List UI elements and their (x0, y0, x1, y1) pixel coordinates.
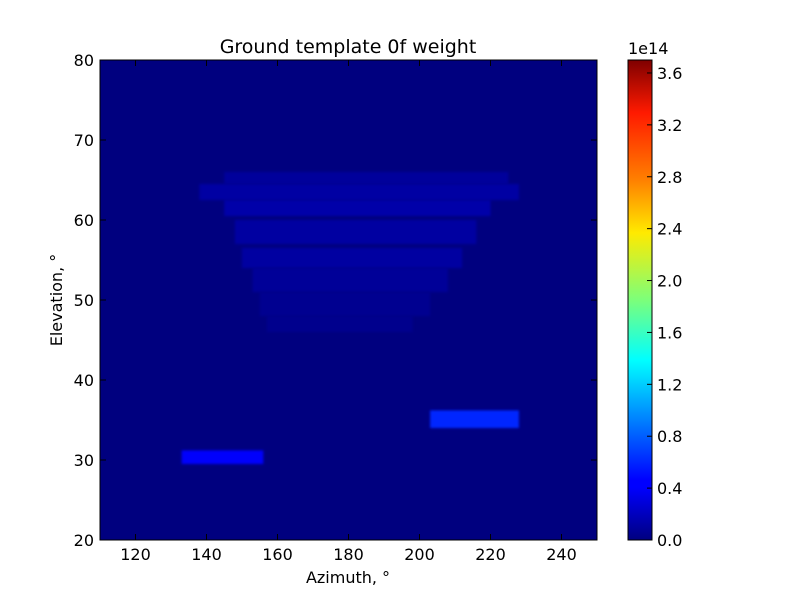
x-tick-label-0: 120 (120, 545, 151, 564)
colorbar-frame (627, 59, 653, 541)
heatmap-region-2 (224, 172, 509, 184)
heatmap-region-4 (224, 200, 491, 216)
y-tick-label-0: 20 (74, 531, 94, 550)
x-tick-label-4: 200 (404, 545, 435, 564)
x-axis-label: Azimuth, ° (306, 568, 390, 587)
x-tick-label-2: 160 (262, 545, 293, 564)
colorbar-tick-label-0: 0.0 (657, 531, 682, 550)
chart-title: Ground template 0f weight (220, 36, 477, 58)
heatmap-region-5 (234, 220, 477, 244)
colorbar-tick-label-6: 2.4 (657, 220, 682, 239)
colorbar-tick-label-8: 3.2 (657, 116, 682, 135)
x-tick-label-5: 220 (475, 545, 506, 564)
colorbar-tick-label-2: 0.8 (657, 427, 682, 446)
heatmap-region-3 (199, 184, 519, 200)
heatmap-region-7 (252, 268, 448, 292)
colorbar-tick-label-7: 2.8 (657, 168, 682, 187)
colorbar-ticks: 0.0 0.4 0.8 1.2 1.6 2.0 2.4 2.8 3.2 3.6 (647, 64, 682, 550)
y-tick-label-5: 70 (74, 131, 94, 150)
colorbar-tick-label-3: 1.2 (657, 375, 682, 394)
y-tick-label-3: 50 (74, 291, 94, 310)
x-tick-label-3: 180 (333, 545, 364, 564)
y-tick-label-4: 60 (74, 211, 94, 230)
heatmap-region-8 (259, 292, 431, 316)
x-axis: 120 140 160 180 200 220 240 (120, 60, 577, 564)
x-tick-label-1: 140 (191, 545, 222, 564)
x-tick-label-6: 240 (546, 545, 577, 564)
colorbar (628, 60, 652, 540)
y-axis-label: Elevation, ° (47, 254, 66, 347)
heatmap-region-9 (266, 316, 413, 332)
colorbar-tick-label-5: 2.0 (657, 272, 682, 291)
heatmap-cells (181, 172, 519, 464)
colorbar-exponent: 1e14 (628, 39, 668, 58)
heatmap-region-1 (430, 410, 519, 428)
heatmap-region-0 (181, 450, 264, 464)
y-axis: 20 30 40 50 60 70 80 (74, 51, 597, 550)
colorbar-tick-label-1: 0.4 (657, 479, 682, 498)
heatmap-region-6 (242, 248, 463, 268)
y-tick-label-2: 40 (74, 371, 94, 390)
y-tick-label-1: 30 (74, 451, 94, 470)
y-tick-label-6: 80 (74, 51, 94, 70)
colorbar-tick-label-4: 1.6 (657, 323, 682, 342)
colorbar-tick-label-9: 3.6 (657, 64, 682, 83)
